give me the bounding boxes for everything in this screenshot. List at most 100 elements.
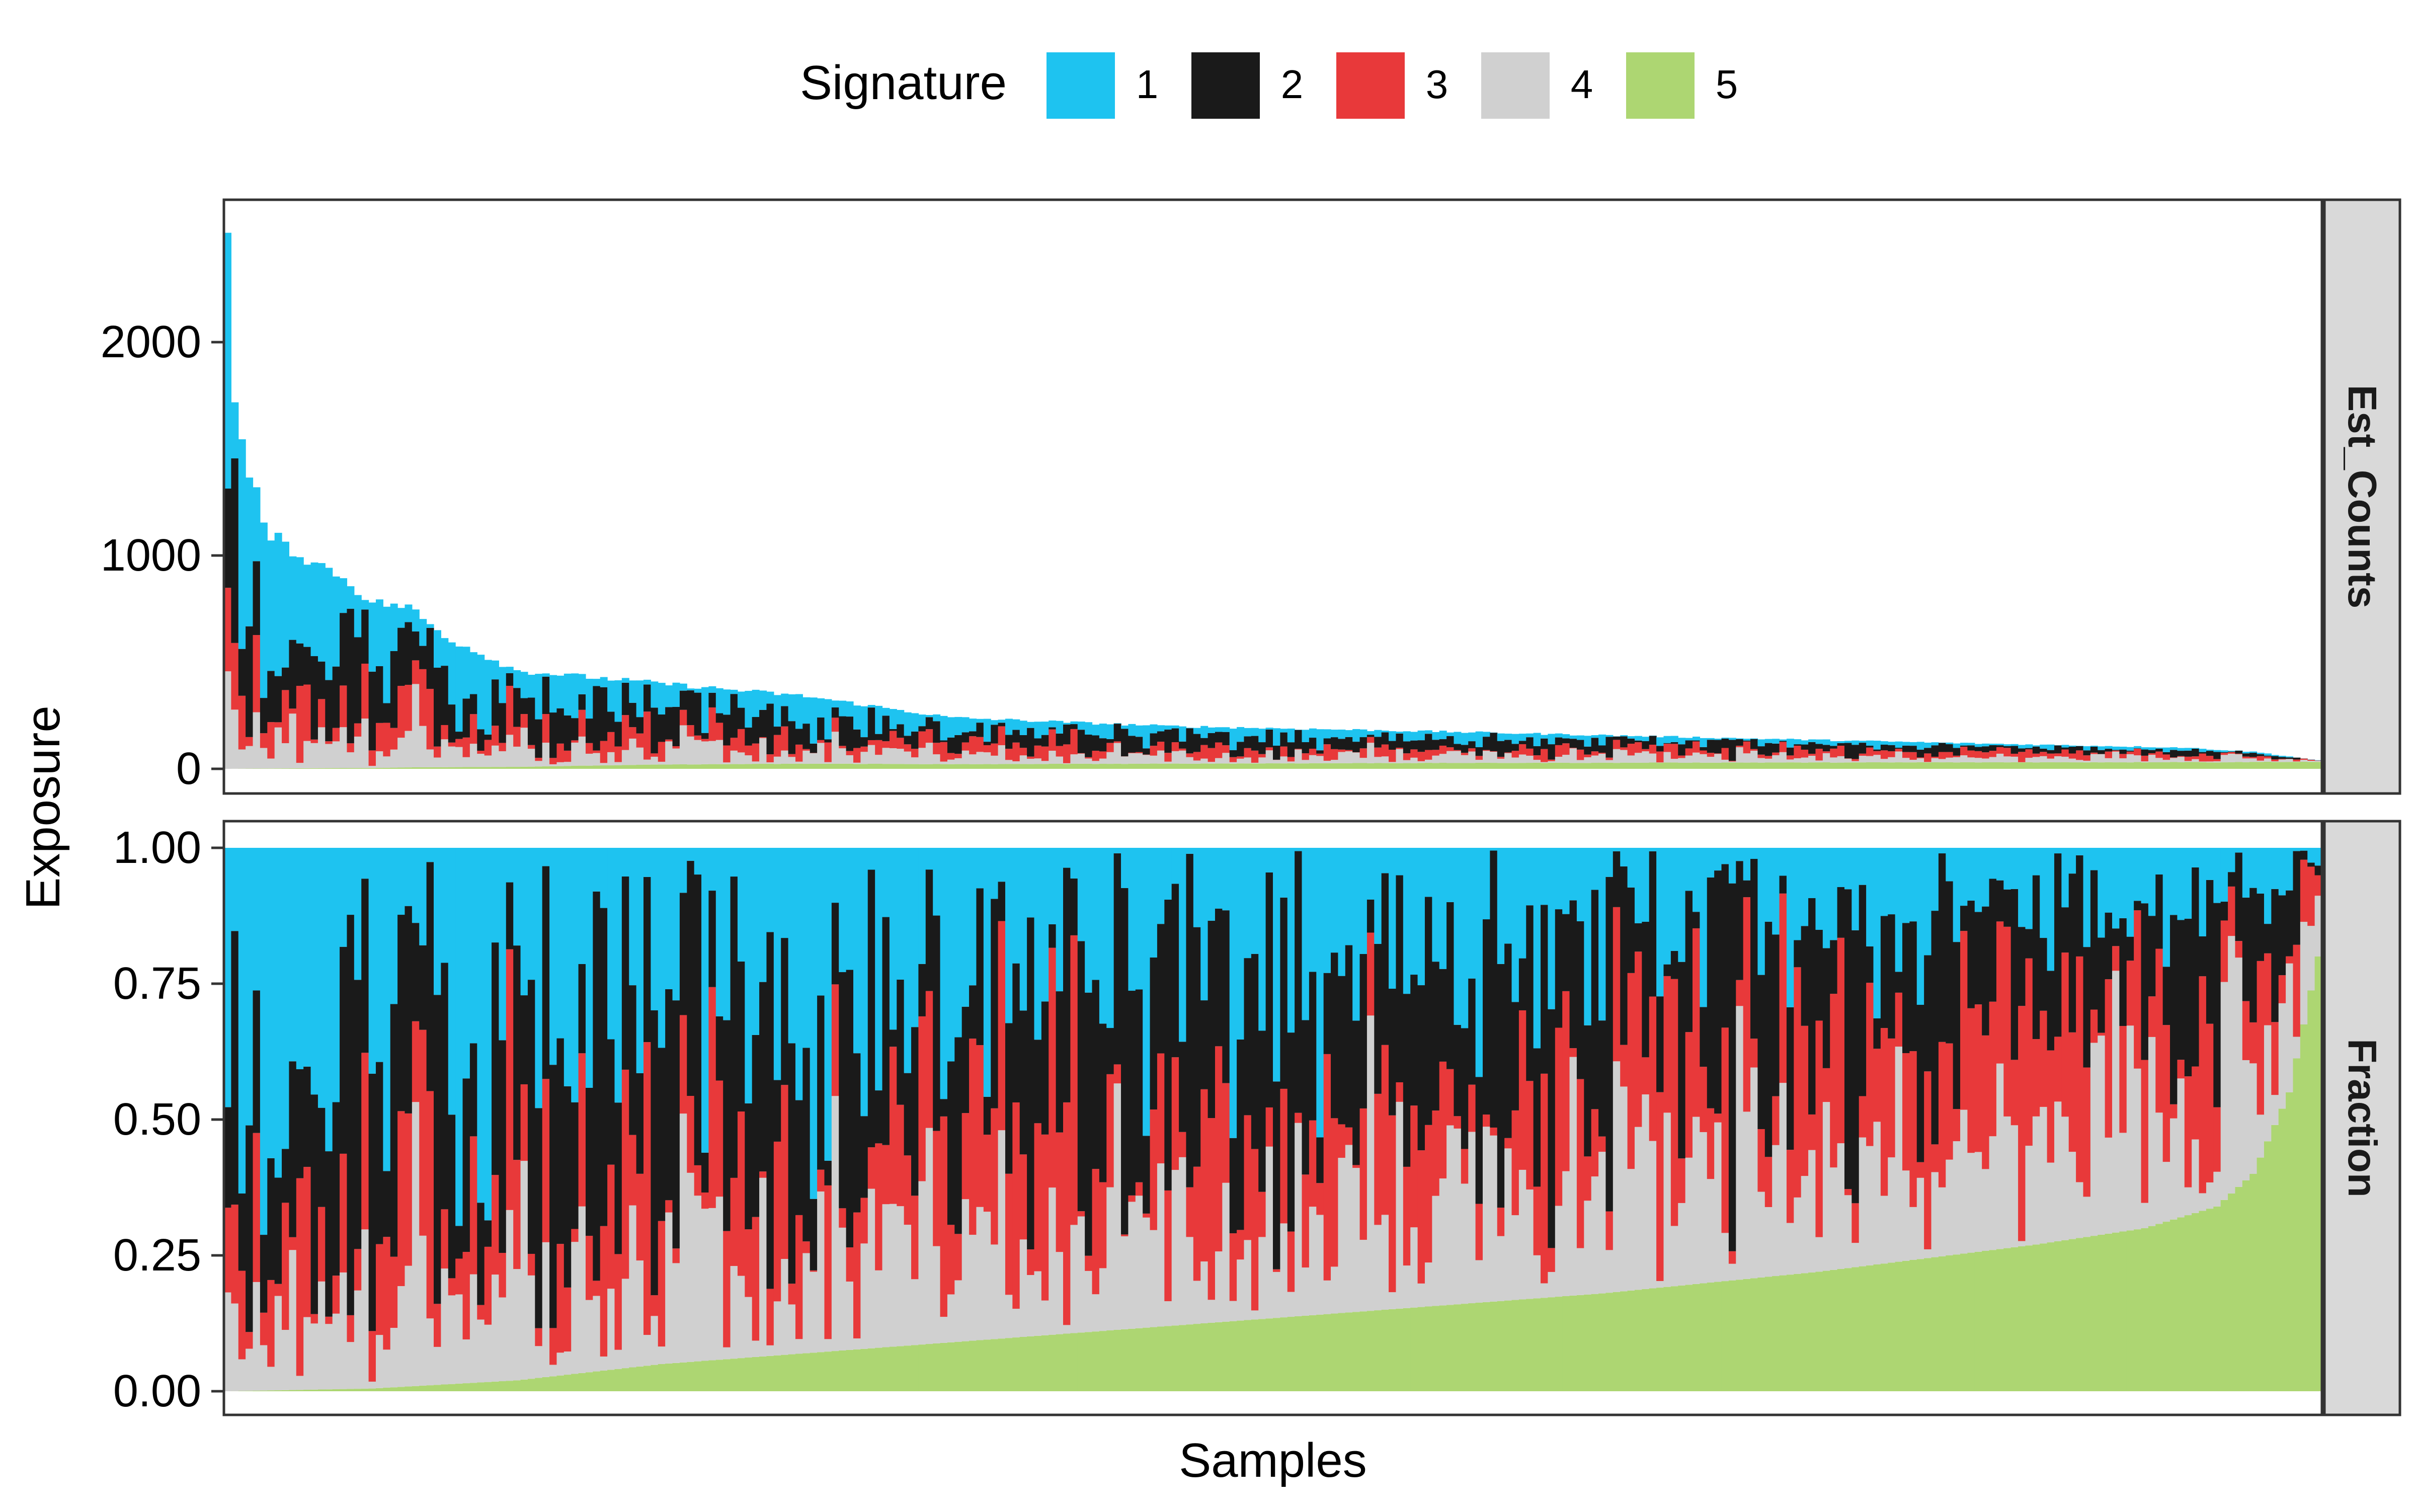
- bar-counts-s4: [1917, 758, 1924, 762]
- bar-fraction-s4: [1577, 1248, 1584, 1295]
- bar-counts-s2: [2025, 748, 2033, 750]
- bar-counts-s1: [890, 709, 897, 729]
- bar-counts-s4: [1598, 754, 1606, 763]
- bar-counts-s5: [1620, 763, 1628, 769]
- bar-fraction-s1: [282, 848, 289, 1149]
- bar-counts-s3: [564, 751, 572, 762]
- bar-fraction-s3: [238, 1271, 246, 1360]
- bar-fraction-s3: [1729, 1251, 1736, 1264]
- bar-counts-s5: [1772, 762, 1780, 769]
- bar-counts-s3: [1432, 750, 1439, 755]
- bar-counts-s2: [1780, 741, 1787, 742]
- bar-counts-s3: [1164, 753, 1172, 762]
- bar-counts-s1: [2213, 750, 2221, 752]
- bar-fraction-s2: [586, 1088, 593, 1236]
- bar-fraction-s5: [325, 1389, 333, 1391]
- bar-counts-s5: [1215, 764, 1223, 769]
- bar-fraction-s3: [1743, 897, 1751, 1111]
- bar-fraction-s3: [1418, 1150, 1425, 1284]
- bar-counts-s1: [2011, 744, 2019, 746]
- bar-counts-s4: [1295, 750, 1302, 764]
- bar-counts-s5: [506, 767, 514, 769]
- bar-fraction-s2: [282, 1149, 289, 1203]
- bar-counts-s4: [369, 766, 376, 768]
- bar-fraction-s4: [954, 1280, 962, 1341]
- bar-counts-s3: [1193, 752, 1201, 760]
- bar-counts-s5: [1418, 763, 1425, 769]
- bar-fraction-s5: [412, 1386, 420, 1391]
- bar-counts-s5: [1939, 762, 1946, 769]
- bar-fraction-s4: [1837, 1143, 1845, 1269]
- bar-fraction-s3: [2170, 1104, 2178, 1119]
- bar-counts-s2: [1143, 748, 1150, 754]
- bar-counts-s5: [333, 768, 340, 769]
- bar-fraction-s1: [1504, 848, 1512, 943]
- bar-fraction-s3: [665, 1200, 673, 1212]
- bar-fraction-s3: [738, 1111, 745, 1276]
- bar-fraction-s3: [723, 1231, 731, 1347]
- bar-counts-s3: [1693, 741, 1700, 752]
- bar-fraction-s3: [325, 1317, 333, 1324]
- bar-counts-s2: [1237, 742, 1244, 756]
- bar-counts-s3: [441, 725, 448, 739]
- bar-counts-s3: [528, 745, 535, 749]
- bar-fraction-s4: [1591, 1176, 1599, 1294]
- bar-fraction-s4: [1722, 1233, 1729, 1281]
- bar-counts-s2: [1432, 740, 1439, 750]
- bar-fraction-s5: [1063, 1334, 1071, 1391]
- bar-counts-s3: [1208, 748, 1216, 762]
- bar-fraction-s5: [1866, 1265, 1874, 1391]
- bar-fraction-s1: [1172, 848, 1179, 884]
- bar-fraction-s2: [2235, 852, 2242, 941]
- bar-fraction-s1: [643, 848, 651, 877]
- bar-counts-s5: [1787, 762, 1794, 769]
- bar-fraction-s3: [2083, 1068, 2090, 1197]
- bar-fraction-s5: [781, 1355, 788, 1391]
- bar-counts-s5: [1186, 764, 1193, 769]
- bar-counts-s5: [318, 768, 326, 769]
- bar-fraction-s2: [2307, 862, 2315, 866]
- bar-counts-s3: [383, 723, 390, 756]
- bar-fraction-s5: [2090, 1236, 2098, 1391]
- bar-counts-s1: [723, 689, 731, 714]
- bar-fraction-s4: [1757, 1192, 1765, 1278]
- bar-fraction-s3: [1512, 1110, 1519, 1215]
- bar-counts-s1: [405, 604, 412, 622]
- bar-fraction-s1: [275, 848, 282, 1178]
- bar-fraction-s5: [1613, 1292, 1621, 1391]
- bar-fraction-s1: [1056, 848, 1064, 991]
- bar-fraction-s2: [2105, 913, 2113, 979]
- bar-counts-s1: [665, 685, 673, 707]
- bar-counts-s4: [1996, 754, 2004, 762]
- bar-counts-s5: [361, 768, 369, 769]
- bar-counts-s5: [1258, 763, 1266, 769]
- bar-fraction-s2: [434, 995, 441, 1304]
- bar-counts-s5: [1070, 764, 1078, 769]
- bar-fraction-s2: [984, 1097, 991, 1135]
- bar-counts-s3: [1605, 758, 1613, 760]
- bar-fraction-s3: [1628, 973, 1635, 1169]
- bar-fraction-s1: [1331, 848, 1338, 952]
- bar-fraction-s3: [2271, 1022, 2279, 1095]
- bar-fraction-s4: [1700, 1132, 1707, 1283]
- bar-counts-s3: [802, 749, 810, 751]
- bar-counts-s3: [1396, 748, 1403, 749]
- bar-fraction-s2: [1635, 923, 1642, 951]
- bar-fraction-s5: [745, 1358, 752, 1391]
- bar-counts-s5: [1598, 763, 1606, 769]
- bar-counts-s3: [412, 660, 420, 684]
- bar-fraction-s2: [1078, 941, 1085, 1211]
- bar-counts-s1: [1801, 740, 1809, 744]
- bar-fraction-s1: [354, 848, 362, 980]
- bar-fraction-s2: [1996, 881, 2004, 922]
- bar-counts-s5: [2134, 762, 2141, 769]
- bar-fraction-s5: [962, 1341, 970, 1391]
- bar-counts-s4: [2105, 758, 2113, 762]
- bar-fraction-s4: [275, 1296, 282, 1391]
- bar-counts-s2: [802, 724, 810, 749]
- bar-counts-s3: [318, 699, 326, 727]
- bar-counts-s5: [1736, 763, 1743, 769]
- bar-counts-s1: [2199, 749, 2207, 752]
- bar-fraction-s4: [759, 1178, 767, 1357]
- bar-counts-s2: [513, 688, 521, 727]
